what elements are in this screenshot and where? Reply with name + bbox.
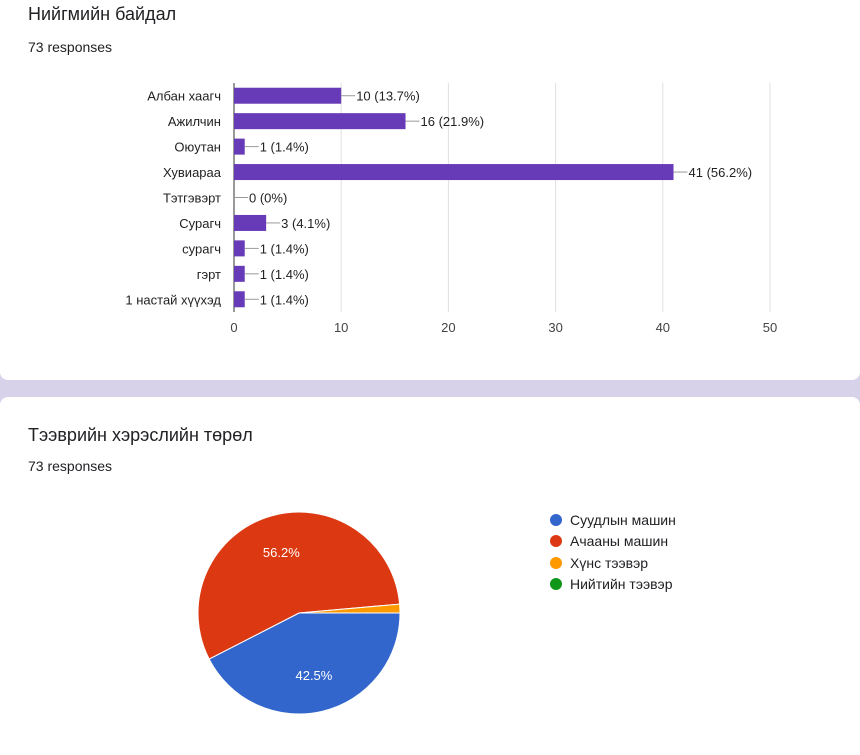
bar — [234, 240, 245, 257]
legend-label: Суудлын машин — [570, 511, 676, 528]
data-label: 1 (1.4%) — [260, 140, 309, 155]
data-label: 1 (1.4%) — [260, 267, 309, 282]
legend-swatch — [550, 535, 562, 548]
x-tick-label: 20 — [441, 320, 455, 335]
pie-chart: 42.5% 56.2% — [197, 511, 401, 715]
x-tick-label: 40 — [656, 320, 670, 335]
data-label: 1 (1.4%) — [260, 241, 309, 256]
legend-swatch — [550, 556, 562, 569]
bar — [234, 164, 674, 181]
legend-label: Ачааны машин — [570, 533, 669, 550]
slice-label: 42.5% — [295, 668, 332, 683]
pie-legend: Суудлын машин Ачааны машин Хүнс тээвэр Нийт… — [550, 509, 676, 595]
vehicle-card: Тээврийн хэрэслийн төрөл 73 responses 42… — [0, 397, 860, 755]
pie-slice — [208, 612, 401, 715]
category-label: 1 настай хүүхэд — [125, 292, 221, 307]
question-title: Нийгмийн байдал — [28, 4, 177, 24]
category-label: Албан хаагч — [147, 89, 221, 104]
category-label: сурагч — [182, 241, 221, 256]
legend-item: Ачааны машин — [550, 531, 676, 553]
data-label: 10 (13.7%) — [356, 89, 420, 104]
category-label: Тэтгэвэрт — [163, 191, 221, 206]
data-label: 16 (21.9%) — [421, 114, 485, 129]
x-tick-label: 0 — [230, 320, 237, 335]
category-label: Сурагч — [179, 216, 221, 231]
legend-label: Хүнс тээвэр — [570, 554, 649, 571]
bar — [234, 87, 342, 104]
legend-swatch — [550, 578, 562, 591]
response-count: 73 responses — [28, 458, 113, 474]
category-label: гэрт — [197, 267, 221, 282]
category-label: Ажилчин — [168, 114, 221, 129]
data-label: 41 (56.2%) — [689, 165, 753, 180]
legend-item: Суудлын машин — [550, 509, 676, 531]
bar — [234, 113, 406, 130]
category-label: Оюутан — [174, 140, 221, 155]
pie-slice — [197, 511, 401, 660]
data-label: 3 (4.1%) — [281, 216, 330, 231]
question-title: Тээврийн хэрэслийн төрөл — [28, 425, 253, 445]
legend-item: Нийтийн тээвэр — [550, 574, 676, 596]
slice-label: 56.2% — [263, 545, 300, 560]
x-tick-label: 50 — [763, 320, 777, 335]
data-label: 1 (1.4%) — [260, 292, 309, 307]
legend-swatch — [550, 513, 562, 526]
bar — [234, 214, 267, 231]
bar — [234, 265, 245, 282]
x-tick-label: 30 — [548, 320, 562, 335]
data-label: 0 (0%) — [249, 191, 287, 206]
bar-chart: 0 10 20 30 40 50 Албан хаагч 10 (13.7%) Ажилчин 1… — [125, 83, 777, 335]
legend-item: Хүнс тээвэр — [550, 552, 676, 574]
occupation-card: Нийгмийн байдал 73 responses 0 10 20 30 40 50… — [0, 0, 860, 380]
category-label: Хувиараа — [163, 165, 222, 180]
legend-label: Нийтийн тээвэр — [570, 576, 673, 593]
x-tick-label: 10 — [334, 320, 348, 335]
bar — [234, 291, 245, 308]
response-count: 73 responses — [28, 39, 113, 55]
bar — [234, 138, 245, 155]
pie-slice — [298, 603, 401, 614]
